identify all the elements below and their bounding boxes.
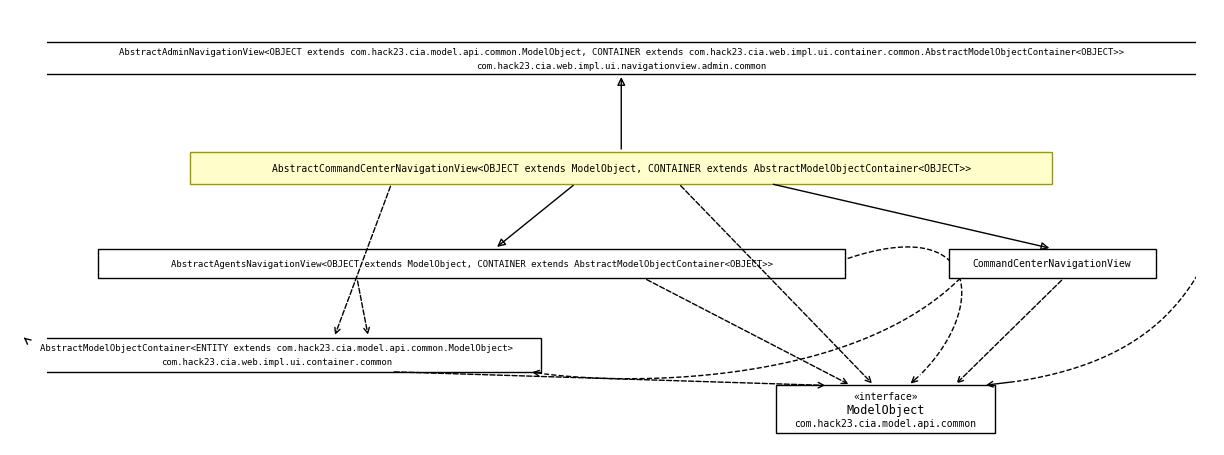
Text: com.hack23.cia.web.impl.ui.container.common: com.hack23.cia.web.impl.ui.container.com…	[162, 358, 392, 367]
Text: com.hack23.cia.model.api.common: com.hack23.cia.model.api.common	[794, 418, 977, 428]
FancyBboxPatch shape	[776, 386, 995, 433]
Text: AbstractModelObjectContainer<ENTITY extends com.hack23.cia.model.api.common.Mode: AbstractModelObjectContainer<ENTITY exte…	[40, 343, 513, 352]
Text: «interface»: «interface»	[853, 391, 918, 401]
Text: ModelObject: ModelObject	[846, 403, 924, 416]
Text: AbstractAgentsNavigationView<OBJECT extends ModelObject, CONTAINER extends Abstr: AbstractAgentsNavigationView<OBJECT exte…	[171, 259, 772, 268]
FancyBboxPatch shape	[949, 249, 1155, 278]
FancyBboxPatch shape	[98, 249, 846, 278]
Text: AbstractAdminNavigationView<OBJECT extends com.hack23.cia.model.api.common.Model: AbstractAdminNavigationView<OBJECT exten…	[119, 48, 1124, 57]
FancyBboxPatch shape	[191, 152, 1053, 184]
Text: com.hack23.cia.web.impl.ui.navigationview.admin.common: com.hack23.cia.web.impl.ui.navigationvie…	[476, 61, 766, 71]
Text: AbstractCommandCenterNavigationView<OBJECT extends ModelObject, CONTAINER extend: AbstractCommandCenterNavigationView<OBJE…	[272, 163, 971, 173]
FancyBboxPatch shape	[12, 338, 541, 372]
FancyBboxPatch shape	[0, 43, 1224, 75]
Text: CommandCenterNavigationView: CommandCenterNavigationView	[973, 259, 1131, 269]
